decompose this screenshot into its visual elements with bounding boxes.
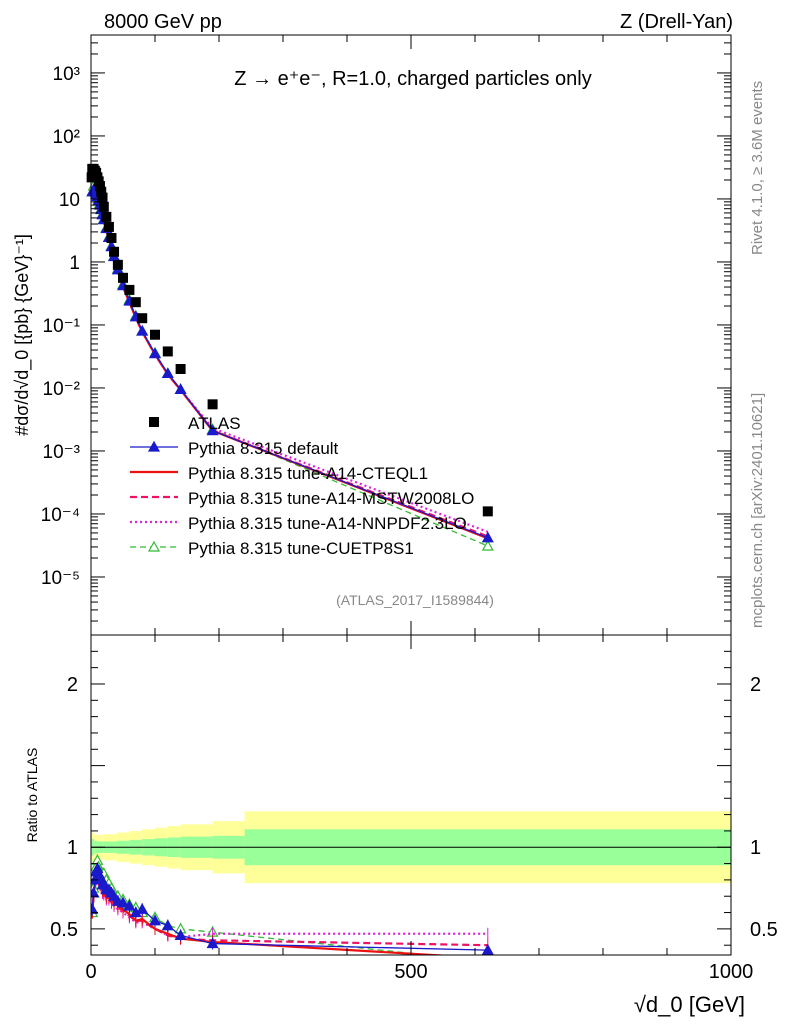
axis-ticks bbox=[90, 34, 732, 955]
y-axis-label-ratio: Ratio to ATLAS bbox=[24, 748, 40, 843]
y-tick-label-ratio-left-2: 2 bbox=[67, 674, 78, 696]
y-tick-label-ratio-right-0: 0.5 bbox=[750, 919, 778, 941]
atlas-point-23 bbox=[207, 399, 218, 410]
analysis-watermark: (ATLAS_2017_I1589844) bbox=[336, 592, 494, 608]
x-axis-label: √d_0 [GeV] bbox=[634, 992, 745, 1017]
atlas-point-11 bbox=[101, 211, 112, 222]
legend-label-cteql1: Pythia 8.315 tune-A14-CTEQL1 bbox=[188, 464, 428, 483]
y-tick-label-main-5: 10⁻² bbox=[43, 379, 81, 400]
ratio-marker-default-20 bbox=[161, 919, 174, 931]
atlas-point-14 bbox=[109, 246, 120, 257]
x-tick-label-0: 0 bbox=[85, 961, 96, 983]
main-marker-default-23 bbox=[481, 531, 494, 543]
atlas-point-10 bbox=[98, 201, 109, 212]
y-tick-label-main-0: 10³ bbox=[53, 64, 80, 85]
ratio-marker-default-15 bbox=[116, 896, 130, 908]
atlas-point-15 bbox=[112, 259, 123, 270]
atlas-point-12 bbox=[103, 221, 114, 232]
ratio-marker-default-0 bbox=[91, 903, 99, 914]
main-marker-default-19 bbox=[148, 347, 162, 359]
legend-marker-atlas bbox=[149, 417, 159, 427]
atlas-point-16 bbox=[118, 272, 128, 283]
atlas-point-7 bbox=[94, 181, 105, 192]
ratio-marker-default-19 bbox=[148, 914, 162, 926]
ratio-marker-default-23 bbox=[481, 943, 494, 955]
mcplots-label: mcplots.cern.ch [arXiv:2401.10621] bbox=[749, 393, 766, 628]
y-tick-label-main-8: 10⁻⁵ bbox=[41, 568, 80, 589]
legend-marker-default bbox=[147, 440, 161, 452]
ratio-marker-default-18 bbox=[136, 903, 149, 914]
header-right: Z (Drell-Yan) bbox=[620, 11, 733, 33]
atlas-point-17 bbox=[124, 284, 135, 295]
ratio-marker-default-21 bbox=[174, 929, 187, 941]
legend: ATLAS Pythia 8.315 default Pythia 8.315 tu… bbox=[130, 414, 474, 558]
y-axis-label-main: #dσ/d√d_0 [{pb} {GeV}⁻¹] bbox=[12, 234, 33, 436]
y-tick-label-main-1: 10² bbox=[53, 127, 80, 148]
plot-title: Z → e⁺e⁻, R=1.0, charged particles only bbox=[234, 68, 591, 90]
x-tick-label-1: 500 bbox=[394, 961, 427, 983]
legend-label-cuetp: Pythia 8.315 tune-CUETP8S1 bbox=[188, 539, 414, 558]
y-tick-label-ratio-left-0: 0.5 bbox=[50, 919, 78, 941]
atlas-point-18 bbox=[130, 297, 141, 308]
y-tick-label-main-7: 10⁻⁴ bbox=[41, 505, 80, 526]
y-tick-label-ratio-left-1: 1 bbox=[67, 837, 78, 859]
atlas-point-13 bbox=[106, 232, 117, 243]
main-marker-default-20 bbox=[161, 367, 174, 379]
atlas-point-22 bbox=[175, 363, 186, 374]
atlas-point-24 bbox=[482, 506, 493, 517]
axis-tick-labels: 0 500 1000 10³ 10² 10 1 10⁻¹ 10⁻² 10⁻³ 10⁻⁴ 10⁻⁵ 0.5… bbox=[41, 64, 778, 983]
y-tick-label-main-2: 10 bbox=[59, 190, 80, 211]
y-tick-label-main-4: 10⁻¹ bbox=[43, 316, 81, 337]
atlas-point-19 bbox=[137, 313, 148, 324]
main-marker-default-22 bbox=[206, 424, 219, 436]
legend-label-default: Pythia 8.315 default bbox=[188, 439, 339, 458]
x-tick-label-2: 1000 bbox=[709, 961, 754, 983]
ratio-uncertainty-bands bbox=[91, 811, 731, 884]
atlas-point-21 bbox=[162, 346, 173, 357]
main-marker-default-21 bbox=[174, 383, 187, 394]
y-tick-label-main-3: 1 bbox=[69, 253, 80, 274]
atlas-point-9 bbox=[97, 192, 108, 203]
y-tick-label-ratio-right-2: 2 bbox=[750, 674, 761, 696]
header-left: 8000 GeV pp bbox=[104, 11, 222, 33]
atlas-point-8 bbox=[96, 186, 107, 197]
rivet-label: Rivet 4.1.0, ≥ 3.6M events bbox=[749, 81, 766, 255]
legend-label-nnpdf: Pythia 8.315 tune-A14-NNPDF2.3LO bbox=[188, 514, 467, 533]
y-tick-label-ratio-right-1: 1 bbox=[750, 837, 761, 859]
y-tick-label-main-6: 10⁻³ bbox=[43, 442, 81, 463]
atlas-point-20 bbox=[150, 329, 160, 340]
legend-label-atlas: ATLAS bbox=[188, 414, 241, 433]
ratio-marker-default-16 bbox=[123, 899, 136, 911]
legend-label-mstw: Pythia 8.315 tune-A14-MSTW2008LO bbox=[188, 489, 474, 508]
main-marker-default-18 bbox=[136, 324, 149, 336]
main-marker-cuetp-23 bbox=[481, 539, 494, 551]
ratio-marker-default-22 bbox=[206, 937, 219, 949]
legend-marker-cuetp bbox=[147, 540, 161, 552]
